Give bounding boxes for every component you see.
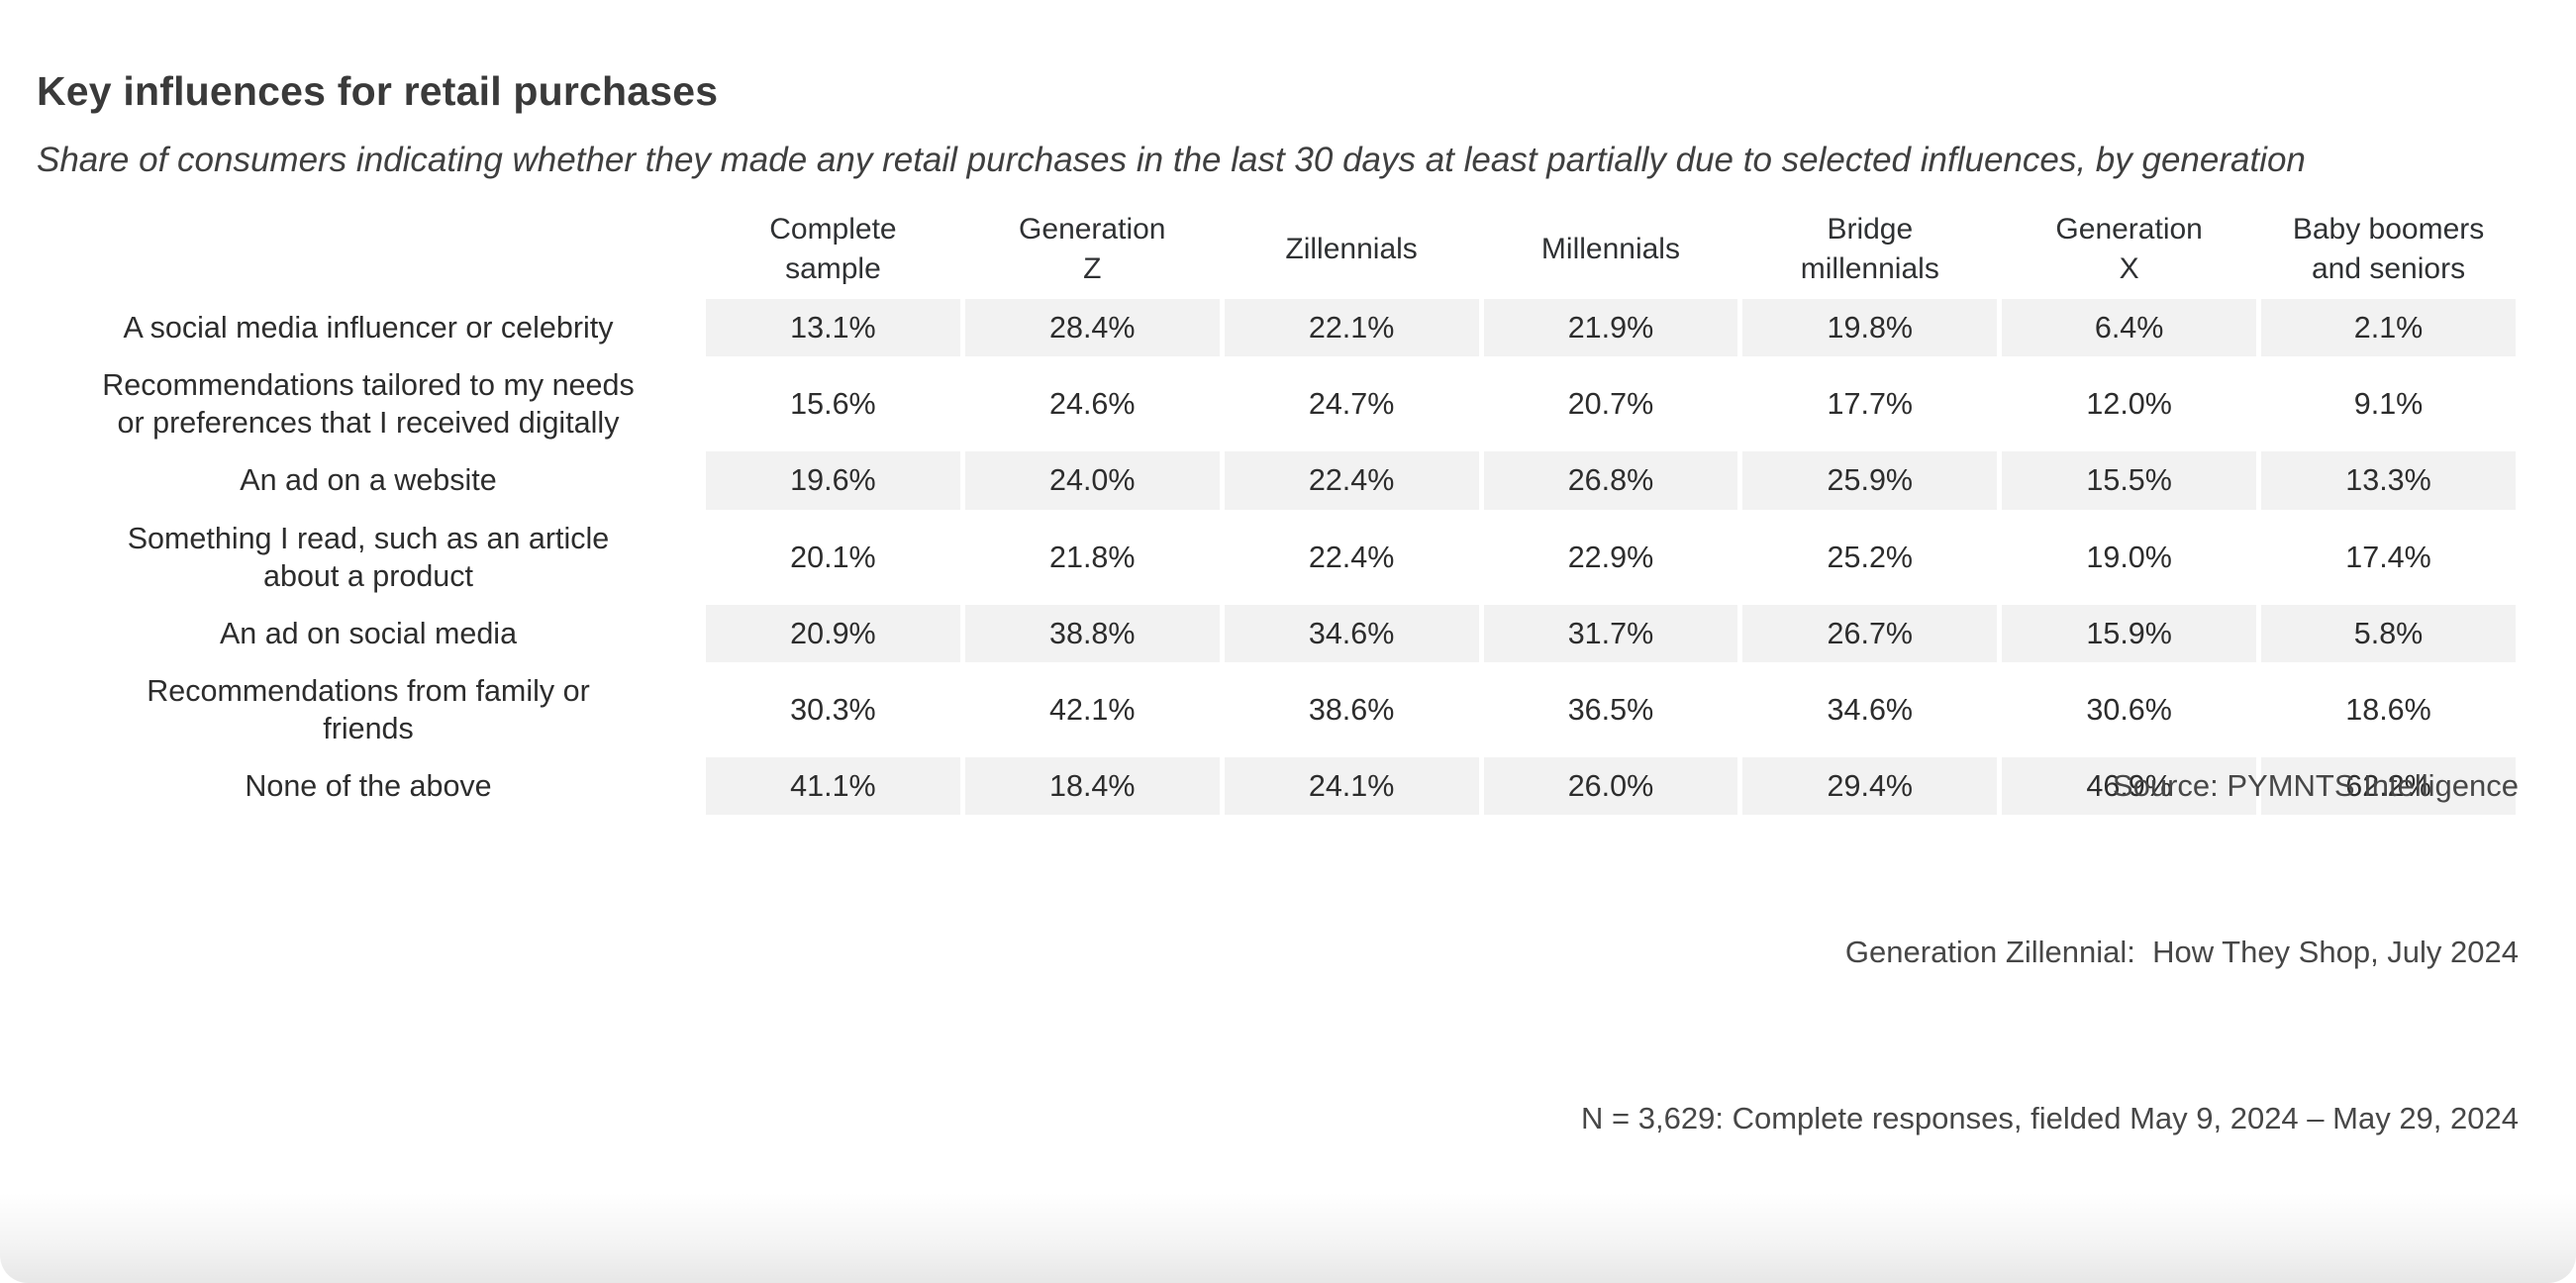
table-row: Recommendations from family or friends 3… [36,662,2516,757]
influences-table: Complete sample Generation Z Zillennials… [31,204,2521,816]
cell-value: 20.7% [1567,387,1654,422]
table-header-row: Complete sample Generation Z Zillennials… [36,204,2516,299]
cell-value: 42.1% [1049,692,1136,727]
table-row: Recommendations tailored to my needs or … [36,356,2516,451]
column-header-baby-boomers: Baby boomers and seniors [2292,212,2485,286]
cell-value: 2.1% [2261,299,2516,357]
cell-value: 26.8% [1483,451,1738,510]
cell-value: 19.6% [706,451,960,510]
cell-value: 29.4% [1742,757,1998,816]
cell-value: 46.9% [2002,757,2257,816]
column-header-generation-z: Generation Z [1019,212,1166,286]
row-label: An ad on a website [240,463,497,498]
cell-value: 34.6% [1827,692,1914,727]
footer-sample-line: N = 3,629: Complete responses, fielded M… [1581,1101,2519,1135]
cell-value: 21.8% [1049,540,1136,574]
row-label: None of the above [245,769,492,804]
row-label: Recommendations from family or friends [147,673,590,746]
cell-value: 21.9% [1483,299,1738,357]
table-row: None of the above 41.1% 18.4% 24.1% 26.0… [36,757,2516,816]
table-row: A social media influencer or celebrity 1… [36,299,2516,357]
cell-value: 38.6% [1308,692,1395,727]
row-label-header-spacer [36,204,701,299]
cell-value: 6.4% [2002,299,2257,357]
cell-value: 12.0% [2086,387,2172,422]
cell-value: 24.0% [964,451,1220,510]
cell-value: 28.4% [964,299,1220,357]
column-header-millennials: Millennials [1540,232,1680,265]
row-label: Recommendations tailored to my needs or … [102,368,635,441]
cell-value: 62.2% [2261,757,2516,816]
cell-value: 38.8% [964,604,1220,662]
cell-value: 5.8% [2261,604,2516,662]
cell-value: 20.1% [790,540,876,574]
page-subtitle: Share of consumers indicating whether th… [37,141,2306,180]
cell-value: 30.3% [790,692,876,727]
cell-value: 36.5% [1567,692,1654,727]
footer: Source: PYMNTS Intelligence Generation Z… [1581,647,2519,1257]
column-header-complete-sample: Complete sample [769,212,897,286]
row-label: A social media influencer or celebrity [123,311,614,345]
cell-value: 18.4% [964,757,1220,816]
cell-value: 24.6% [1049,387,1136,422]
cell-value: 19.8% [1742,299,1998,357]
cell-value: 15.6% [790,387,876,422]
cell-value: 9.1% [2353,387,2424,422]
footer-source-line: Source: PYMNTS Intelligence [2112,768,2519,803]
cell-value: 22.1% [1224,299,1479,357]
page-title: Key influences for retail purchases [37,68,719,114]
cell-value: 17.4% [2345,540,2431,574]
cell-value: 22.4% [1308,540,1395,574]
cell-value: 15.5% [2002,451,2257,510]
cell-value: 15.9% [2002,604,2257,662]
cell-value: 25.9% [1742,451,1998,510]
cell-value: 19.0% [2086,540,2172,574]
cell-value: 18.6% [2345,692,2431,727]
cell-value: 22.4% [1224,451,1479,510]
column-header-generation-x: Generation X [2055,212,2203,286]
table-row: Something I read, such as an article abo… [36,510,2516,605]
cell-value: 20.9% [706,604,960,662]
cell-value: 24.1% [1224,757,1479,816]
table-row: An ad on a website 19.6% 24.0% 22.4% 26.… [36,451,2516,510]
cell-value: 26.7% [1742,604,1998,662]
cell-value: 34.6% [1224,604,1479,662]
cell-value: 13.1% [706,299,960,357]
cell-value: 24.7% [1308,387,1395,422]
cell-value: 22.9% [1567,540,1654,574]
table-row: An ad on social media 20.9% 38.8% 34.6% … [36,604,2516,662]
cell-value: 13.3% [2261,451,2516,510]
footer-report-line: Generation Zillennial: How They Shop, Ju… [1844,935,2519,969]
cell-value: 30.6% [2086,692,2172,727]
cell-value: 41.1% [706,757,960,816]
row-label: Something I read, such as an article abo… [127,521,610,593]
cell-value: 25.2% [1827,540,1914,574]
cell-value: 17.7% [1827,387,1914,422]
row-label: An ad on social media [219,616,518,650]
cell-value: 31.7% [1483,604,1738,662]
column-header-zillennials: Zillennials [1285,232,1418,265]
column-header-bridge-millennials: Bridge millennials [1800,212,1939,286]
cell-value: 26.0% [1483,757,1738,816]
